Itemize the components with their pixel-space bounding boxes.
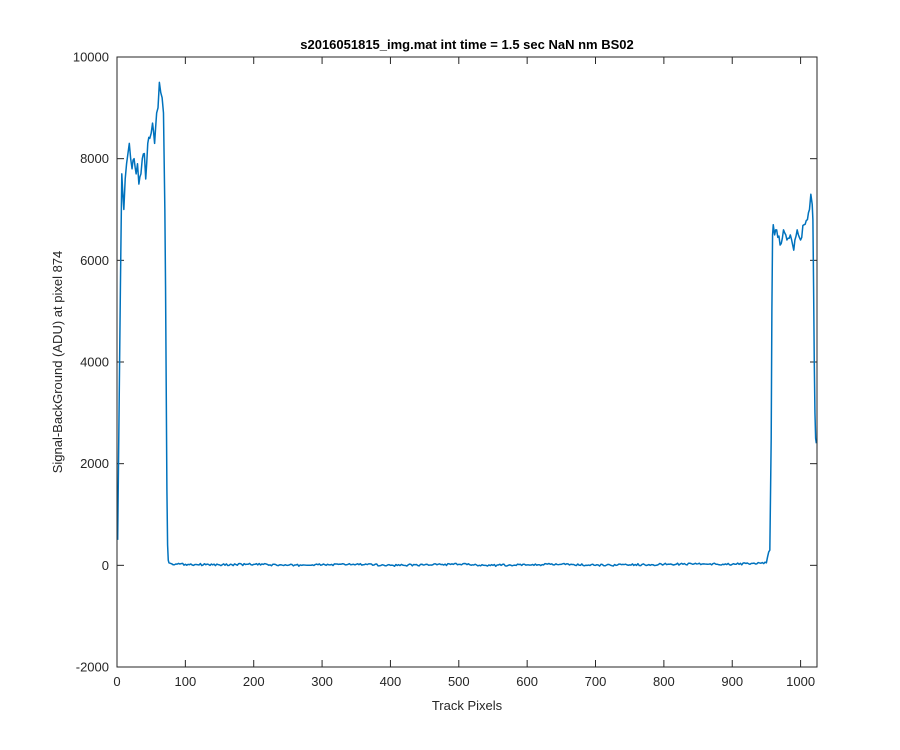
- axes-box: [116, 56, 818, 668]
- y-tick-label: 0: [102, 558, 109, 573]
- x-tick-label: 700: [585, 674, 607, 689]
- y-tick-label: 6000: [80, 253, 109, 268]
- x-tick-label: 400: [380, 674, 402, 689]
- x-tick-label: 100: [175, 674, 197, 689]
- y-tick-label: 8000: [80, 151, 109, 166]
- plot-area: [117, 57, 817, 667]
- x-tick-label: 800: [653, 674, 675, 689]
- x-tick-label: 600: [516, 674, 538, 689]
- x-tick-label: 300: [311, 674, 333, 689]
- x-axis-label: Track Pixels: [432, 698, 503, 713]
- x-tick-label: 0: [113, 674, 120, 689]
- chart-title: s2016051815_img.mat int time = 1.5 sec N…: [300, 37, 634, 52]
- tick-labels: 0 100 200 300 400 500 600 700 800 900 1000 -2000 0 20…: [73, 50, 815, 690]
- x-tick-label: 900: [721, 674, 743, 689]
- y-tick-label: -2000: [76, 660, 109, 675]
- y-tick-label: 2000: [80, 456, 109, 471]
- y-tick-label: 10000: [73, 50, 109, 65]
- x-tick-label: 500: [448, 674, 470, 689]
- x-tick-label: 1000: [786, 674, 815, 689]
- x-tick-label: 200: [243, 674, 265, 689]
- y-tick-label: 4000: [80, 355, 109, 370]
- y-axis-label: Signal-BackGround (ADU) at pixel 874: [50, 251, 65, 474]
- series-line: [116, 81, 818, 568]
